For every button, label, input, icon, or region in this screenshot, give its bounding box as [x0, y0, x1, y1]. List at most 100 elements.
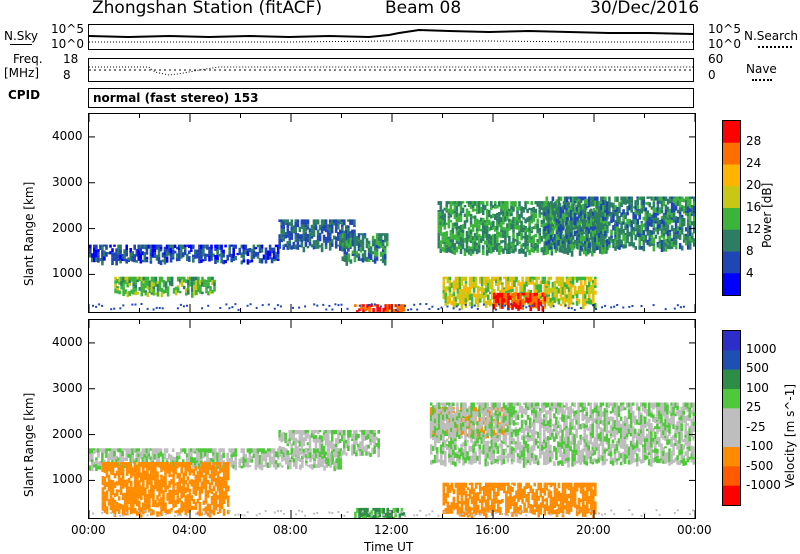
power-echo-cell [486, 300, 490, 305]
velocity-echo-cell [95, 448, 98, 453]
power-scatter-point [570, 307, 573, 310]
power-echo-cell [155, 244, 159, 250]
velocity-echo-cell [284, 457, 288, 461]
power-echo-cell [272, 247, 276, 252]
power-echo-cell [111, 257, 114, 261]
power-echo-cell [471, 201, 475, 205]
power-echo-cell [581, 225, 585, 230]
power-echo-cell [507, 304, 510, 311]
power-echo-cell [602, 242, 605, 246]
power-echo-cell [544, 250, 548, 255]
power-echo-cell [534, 242, 537, 246]
power-echo-cell [157, 259, 161, 264]
velocity-echo-cell [314, 439, 318, 443]
power-echo-cell [652, 207, 656, 213]
power-echo-cell [502, 248, 505, 254]
power-echo-cell [563, 215, 567, 221]
power-echo-cell [672, 215, 676, 218]
velocity-echo-cell [202, 500, 206, 505]
velocity-echo-cell [123, 479, 127, 484]
velocity-echo-cell [242, 448, 246, 451]
power-echo-cell [463, 205, 467, 208]
power-echo-cell [470, 301, 474, 308]
power-echo-cell [616, 219, 619, 222]
power-echo-cell [561, 226, 565, 231]
power-echo-cell [475, 201, 479, 204]
power-echo-cell [101, 257, 104, 261]
power-echo-cell [280, 228, 283, 234]
power-echo-cell [294, 232, 298, 235]
power-echo-cell [575, 233, 579, 238]
power-echo-cell [543, 276, 547, 280]
velocity-echo-cell [198, 506, 202, 512]
power-scatter-point [101, 304, 104, 307]
velocity-echo-cell [117, 496, 121, 501]
power-echo-cell [682, 218, 686, 223]
velocity-echo-cell [214, 508, 218, 511]
power-echo-cell [492, 247, 495, 253]
power-echo-cell [362, 304, 365, 307]
velocity-echo-cell [370, 510, 373, 514]
power-echo-cell [622, 209, 625, 215]
power-scatter-point [470, 306, 473, 309]
power-echo-cell [202, 244, 205, 249]
velocity-echo-cell [442, 410, 445, 415]
power-echo-cell [316, 240, 320, 246]
velocity-echo-cell [93, 464, 96, 468]
velocity-echo-cell [268, 462, 272, 468]
power-echo-cell [446, 296, 450, 301]
power-echo-cell [368, 306, 371, 310]
velocity-echo-cell [374, 514, 377, 520]
power-echo-cell [493, 288, 496, 292]
power-echo-cell [208, 255, 211, 262]
velocity-echo-cell [468, 433, 471, 439]
power-echo-cell [341, 242, 345, 247]
power-echo-cell [491, 284, 494, 291]
power-echo-cell [672, 206, 676, 213]
power-echo-cell [567, 196, 571, 200]
power-echo-cell [157, 253, 161, 257]
power-echo-cell [600, 206, 603, 211]
velocity-echo-cell [154, 474, 157, 478]
power-echo-cell [139, 248, 143, 254]
power-echo-cell [587, 276, 591, 282]
velocity-echo-cell [121, 448, 124, 451]
power-echo-cell [472, 279, 476, 283]
power-echo-cell [582, 249, 586, 255]
velocity-echo-cell [192, 489, 196, 495]
power-echo-cell [525, 297, 528, 303]
power-echo-cell [528, 239, 531, 243]
velocity-echo-cell [326, 434, 330, 438]
power-echo-cell [612, 204, 615, 210]
power-echo-cell [497, 286, 500, 292]
power-echo-cell [590, 232, 593, 237]
velocity-echo-cell [138, 472, 141, 478]
power-echo-cell [604, 230, 607, 236]
power-echo-cell [284, 243, 287, 248]
velocity-echo-cell [152, 488, 155, 493]
velocity-echo-cell [429, 412, 433, 418]
velocity-echo-cell [156, 486, 159, 492]
power-echo-cell [490, 240, 493, 245]
power-echo-cell [205, 290, 208, 294]
power-echo-cell [529, 306, 532, 312]
power-echo-cell [347, 253, 351, 256]
power-echo-cell [284, 219, 287, 225]
velocity-echo-cell [204, 472, 208, 477]
power-echo-cell [152, 276, 156, 283]
power-echo-cell [115, 253, 118, 260]
velocity-echo-cell [234, 448, 237, 454]
velocity-echo-cell [206, 458, 209, 464]
power-echo-cell [672, 239, 676, 245]
power-echo-cell [367, 240, 371, 244]
power-scatter-point [373, 303, 376, 306]
power-echo-cell [577, 196, 581, 199]
power-echo-cell [341, 256, 345, 261]
velocity-echo-cell [351, 433, 354, 439]
velocity-echo-cell [373, 441, 376, 446]
power-echo-cell [119, 254, 122, 260]
velocity-echo-cell [296, 446, 300, 450]
power-echo-cell [460, 299, 464, 304]
power-echo-cell [512, 201, 515, 207]
velocity-echo-cell [290, 435, 294, 440]
